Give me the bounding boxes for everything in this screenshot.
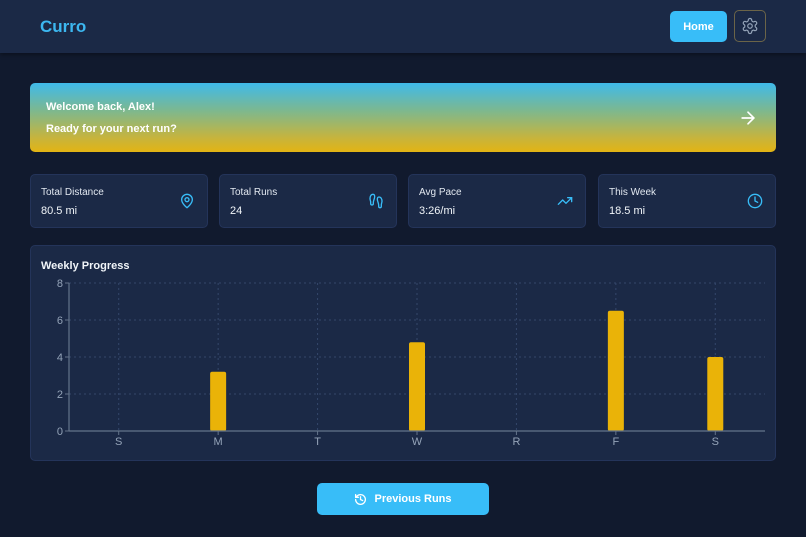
stat-value: 24: [230, 205, 243, 217]
welcome-banner[interactable]: Welcome back, Alex! Ready for your next …: [30, 83, 776, 152]
stat-value: 80.5 mi: [41, 205, 78, 217]
bar-S[interactable]: [707, 357, 724, 431]
svg-text:F: F: [612, 436, 619, 448]
svg-text:W: W: [412, 436, 423, 448]
footprints-icon: [369, 193, 383, 209]
stat-card-total-runs: Total Runs 24: [219, 174, 397, 228]
home-button[interactable]: Home: [670, 11, 727, 42]
svg-text:T: T: [314, 436, 321, 448]
stat-card-total-distance: Total Distance 80.5 mi: [30, 174, 208, 228]
weekly-progress-chart: 0 2 4 6 8 S M T W R F S: [57, 278, 765, 448]
trending-up-icon: [557, 197, 573, 205]
welcome-subtext: Ready for your next run?: [46, 123, 177, 135]
stat-card-this-week: This Week 18.5 mi: [598, 174, 776, 228]
arrow-right-icon[interactable]: [738, 108, 758, 128]
map-pin-icon: [181, 193, 193, 209]
svg-text:4: 4: [57, 352, 63, 364]
svg-text:6: 6: [57, 315, 63, 327]
stat-label: Avg Pace: [419, 187, 462, 198]
stat-value: 18.5 mi: [609, 205, 646, 217]
chart-title: Weekly Progress: [41, 260, 130, 272]
svg-text:R: R: [512, 436, 520, 448]
gear-icon: [742, 17, 758, 35]
previous-runs-label: Previous Runs: [374, 493, 452, 505]
bar-M[interactable]: [210, 371, 227, 431]
svg-text:0: 0: [57, 426, 63, 438]
svg-text:M: M: [214, 436, 223, 448]
stat-label: Total Runs: [230, 187, 278, 198]
top-nav: Curro Home: [0, 0, 806, 53]
clock-icon: [747, 193, 763, 209]
bar-F[interactable]: [607, 310, 624, 431]
app-logo[interactable]: Curro: [40, 17, 87, 36]
weekly-progress-card: Weekly Progress 0 2 4 6 8 S M T W R F S: [30, 245, 776, 461]
welcome-text: Welcome back, Alex!: [46, 101, 155, 113]
stat-value: 3:26/mi: [419, 205, 456, 217]
previous-runs-button[interactable]: Previous Runs: [317, 483, 489, 515]
stat-card-avg-pace: Avg Pace 3:26/mi: [408, 174, 586, 228]
history-icon: [355, 493, 367, 505]
svg-text:S: S: [712, 436, 719, 448]
svg-text:2: 2: [57, 389, 63, 401]
bar-W[interactable]: [409, 342, 425, 431]
settings-button[interactable]: [734, 10, 766, 42]
svg-text:S: S: [115, 436, 122, 448]
svg-text:8: 8: [57, 278, 63, 290]
stat-label: Total Distance: [41, 187, 104, 198]
stat-label: This Week: [609, 187, 657, 198]
